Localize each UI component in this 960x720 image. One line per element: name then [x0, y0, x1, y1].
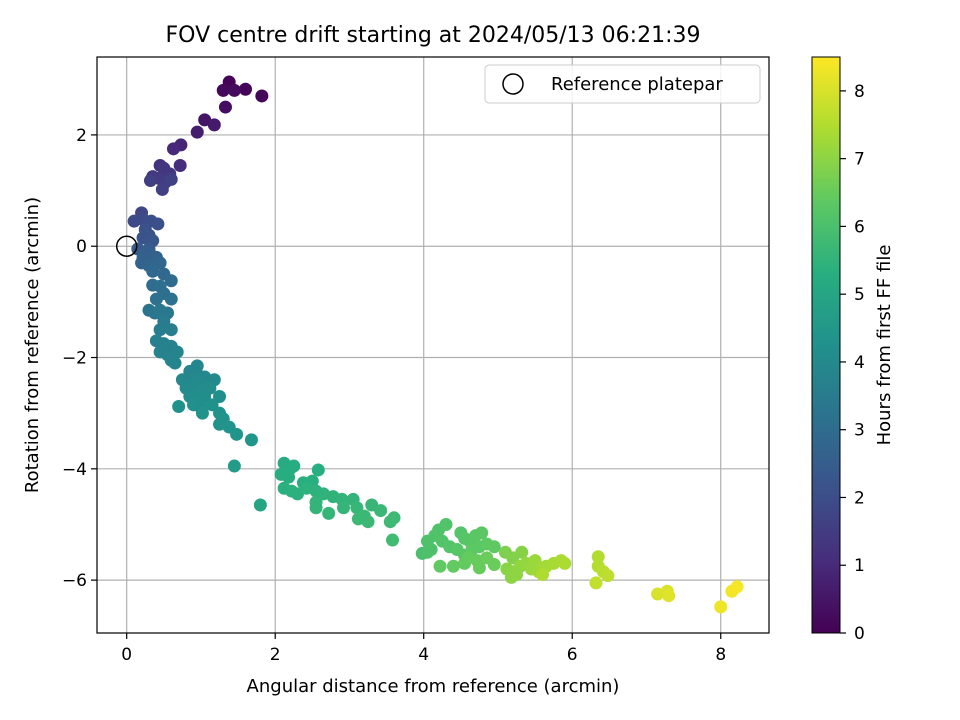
legend-box [484, 64, 761, 104]
data-point [433, 559, 447, 573]
data-point [528, 554, 542, 568]
colorbar-tick-label: 5 [854, 285, 865, 305]
data-point [253, 498, 267, 512]
data-point [510, 568, 524, 582]
data-point [230, 427, 244, 441]
colorbar-label: Hours from first FF file [874, 245, 895, 446]
data-points [127, 75, 744, 614]
data-point [164, 323, 178, 337]
data-point [515, 545, 529, 559]
x-tick-label: 2 [270, 645, 281, 665]
reference-marker-layer [115, 235, 138, 257]
data-point [337, 501, 351, 515]
data-point [155, 182, 169, 196]
data-point [244, 433, 258, 447]
data-point [146, 264, 160, 278]
plot-area-frame [96, 56, 770, 634]
data-point [439, 517, 453, 531]
data-point [205, 398, 219, 412]
data-point [287, 459, 301, 473]
data-point [164, 274, 178, 288]
data-point [536, 568, 550, 582]
data-point [227, 459, 241, 473]
data-point [173, 159, 187, 173]
data-point [487, 540, 501, 554]
data-point [282, 470, 296, 484]
y-axis-ticks: −6 −4 −2 0 2 [62, 126, 97, 591]
y-tick-label: −6 [62, 571, 87, 591]
data-point [487, 558, 501, 572]
data-point [255, 89, 269, 103]
data-point [164, 172, 178, 186]
data-point [472, 561, 486, 575]
data-point [195, 406, 209, 420]
legend: Reference platepar [484, 64, 761, 104]
data-point [350, 501, 364, 515]
data-point [166, 142, 180, 156]
colorbar-tick-label: 3 [854, 421, 865, 441]
data-point [190, 125, 204, 139]
data-point [207, 118, 221, 132]
data-point [383, 515, 397, 529]
x-tick-label: 8 [715, 645, 726, 665]
x-tick-label: 0 [121, 645, 132, 665]
data-point [216, 83, 230, 97]
data-point [386, 533, 400, 547]
data-point [153, 323, 167, 337]
data-point [213, 389, 227, 403]
data-point [198, 113, 212, 127]
legend-entry-reference-platepar: Reference platepar [551, 74, 723, 95]
data-point [172, 399, 186, 413]
reference-platepar-marker [115, 235, 138, 257]
data-point [153, 256, 167, 270]
data-point [591, 550, 605, 564]
data-point [558, 556, 572, 570]
data-point [714, 600, 728, 614]
colorbar-tick-label: 4 [854, 353, 865, 373]
y-tick-label: −2 [62, 349, 87, 369]
colorbar-tick-label: 0 [854, 624, 865, 644]
x-axis-ticks: 0 2 4 6 8 [121, 633, 726, 665]
y-axis-label: Rotation from reference (arcmin) [22, 197, 43, 493]
colorbar-tick-label: 8 [854, 82, 865, 102]
data-point [662, 589, 676, 603]
data-point [198, 389, 212, 403]
data-point [374, 504, 388, 518]
data-point [730, 580, 744, 594]
y-tick-label: −4 [62, 460, 87, 480]
x-tick-label: 4 [418, 645, 429, 665]
data-point [149, 292, 163, 306]
y-tick-label: 2 [76, 126, 87, 146]
colorbar-tick-label: 7 [854, 150, 865, 170]
data-point [164, 292, 178, 306]
legend-reference-marker-icon [502, 73, 524, 95]
data-point [227, 83, 241, 97]
colorbar-tick-label: 2 [854, 488, 865, 508]
colorbar-tick-label: 1 [854, 556, 865, 576]
x-tick-label: 6 [567, 645, 578, 665]
chart-title: FOV centre drift starting at 2024/05/13 … [166, 23, 701, 48]
data-point [218, 100, 232, 114]
colorbar-ticks: 0 1 2 3 4 5 6 7 8 [840, 82, 865, 644]
data-point [151, 217, 165, 231]
data-point [322, 506, 336, 520]
data-point [589, 576, 603, 590]
data-point [446, 559, 460, 573]
colorbar [811, 56, 841, 634]
data-point [168, 356, 182, 370]
data-point [601, 569, 615, 583]
colorbar-tick-label: 6 [854, 217, 865, 237]
data-point [309, 501, 323, 515]
grid-lines [97, 57, 769, 633]
data-point [475, 526, 489, 540]
data-point [361, 515, 375, 529]
x-axis-label: Angular distance from reference (arcmin) [247, 676, 620, 697]
data-point [311, 463, 325, 477]
data-point [143, 174, 157, 188]
data-point [239, 82, 253, 96]
y-tick-label: 0 [76, 237, 87, 257]
